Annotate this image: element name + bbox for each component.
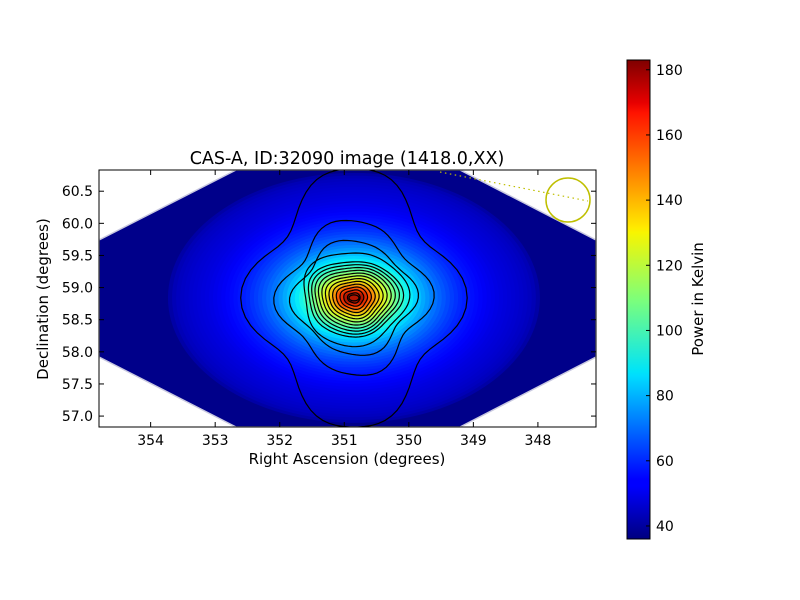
contour-line bbox=[343, 289, 365, 307]
y-axis-label: Declination (degrees) bbox=[34, 218, 52, 380]
contour-lines bbox=[240, 170, 468, 427]
x-tick-label: 349 bbox=[460, 433, 487, 449]
x-tick-label: 350 bbox=[395, 433, 422, 449]
y-tick-label: 57.0 bbox=[62, 409, 93, 425]
contour-line bbox=[339, 286, 369, 310]
beam-pointer-line bbox=[439, 171, 589, 202]
colorbar-tick-label: 60 bbox=[656, 454, 674, 470]
contour-line bbox=[328, 278, 380, 320]
colorbar-ticks: 40 60 80 100 120 140 160 180 bbox=[646, 63, 683, 535]
colorbar: 40 60 80 100 120 140 160 180 Power in Kelvin bbox=[626, 59, 707, 540]
contour-line bbox=[240, 170, 468, 427]
colorbar-tick-label: 180 bbox=[656, 63, 683, 79]
y-tick-label: 60.0 bbox=[62, 216, 93, 232]
plot-area: 354 353 352 351 350 349 348 57.0 57.5 58.0 58.5 59… bbox=[62, 169, 597, 449]
y-axis-ticks: 57.0 57.5 58.0 58.5 59.0 59.5 60.0 60.5 bbox=[62, 184, 596, 425]
x-tick-label: 351 bbox=[331, 433, 358, 449]
contour-line bbox=[307, 261, 405, 338]
contour-line bbox=[317, 269, 392, 329]
colorbar-tick-label: 100 bbox=[656, 323, 683, 339]
y-tick-label: 58.0 bbox=[62, 345, 93, 361]
y-tick-label: 60.5 bbox=[62, 184, 93, 200]
x-tick-label: 348 bbox=[525, 433, 552, 449]
colorbar-frame bbox=[626, 59, 651, 540]
contour-line bbox=[331, 280, 376, 317]
x-tick-label: 353 bbox=[202, 433, 229, 449]
x-tick-label: 352 bbox=[266, 433, 293, 449]
y-tick-label: 59.0 bbox=[62, 281, 93, 297]
colorbar-label: Power in Kelvin bbox=[689, 242, 707, 356]
colorbar-tick-label: 160 bbox=[656, 128, 683, 144]
colorbar-tick-label: 140 bbox=[656, 193, 683, 209]
x-axis-ticks: 354 353 352 351 350 349 348 bbox=[137, 170, 551, 449]
colorbar-tick-label: 40 bbox=[656, 519, 674, 535]
colorbar-tick-label: 120 bbox=[656, 258, 683, 274]
contour-line bbox=[321, 272, 388, 326]
contour-line bbox=[346, 292, 361, 304]
y-tick-label: 57.5 bbox=[62, 377, 93, 393]
beam-marker-circle bbox=[545, 177, 591, 223]
chart-title: CAS-A, ID:32090 image (1418.0,XX) bbox=[190, 149, 505, 169]
colorbar-gradient bbox=[627, 60, 650, 539]
x-tick-label: 354 bbox=[137, 433, 164, 449]
contour-line bbox=[273, 219, 435, 376]
y-tick-label: 58.5 bbox=[62, 313, 93, 329]
contour-line bbox=[348, 294, 360, 302]
contour-line bbox=[303, 252, 411, 348]
emission-map bbox=[167, 172, 540, 423]
contour-line bbox=[311, 264, 401, 335]
contour-line bbox=[288, 239, 420, 356]
emission-layer bbox=[343, 292, 365, 304]
y-tick-label: 59.5 bbox=[62, 248, 93, 264]
x-axis-label: Right Ascension (degrees) bbox=[249, 450, 446, 468]
contour-line bbox=[314, 266, 396, 332]
plot-frame bbox=[98, 169, 597, 428]
contour-line bbox=[324, 275, 384, 323]
colorbar-tick-label: 80 bbox=[656, 389, 674, 405]
contour-line bbox=[335, 283, 373, 314]
